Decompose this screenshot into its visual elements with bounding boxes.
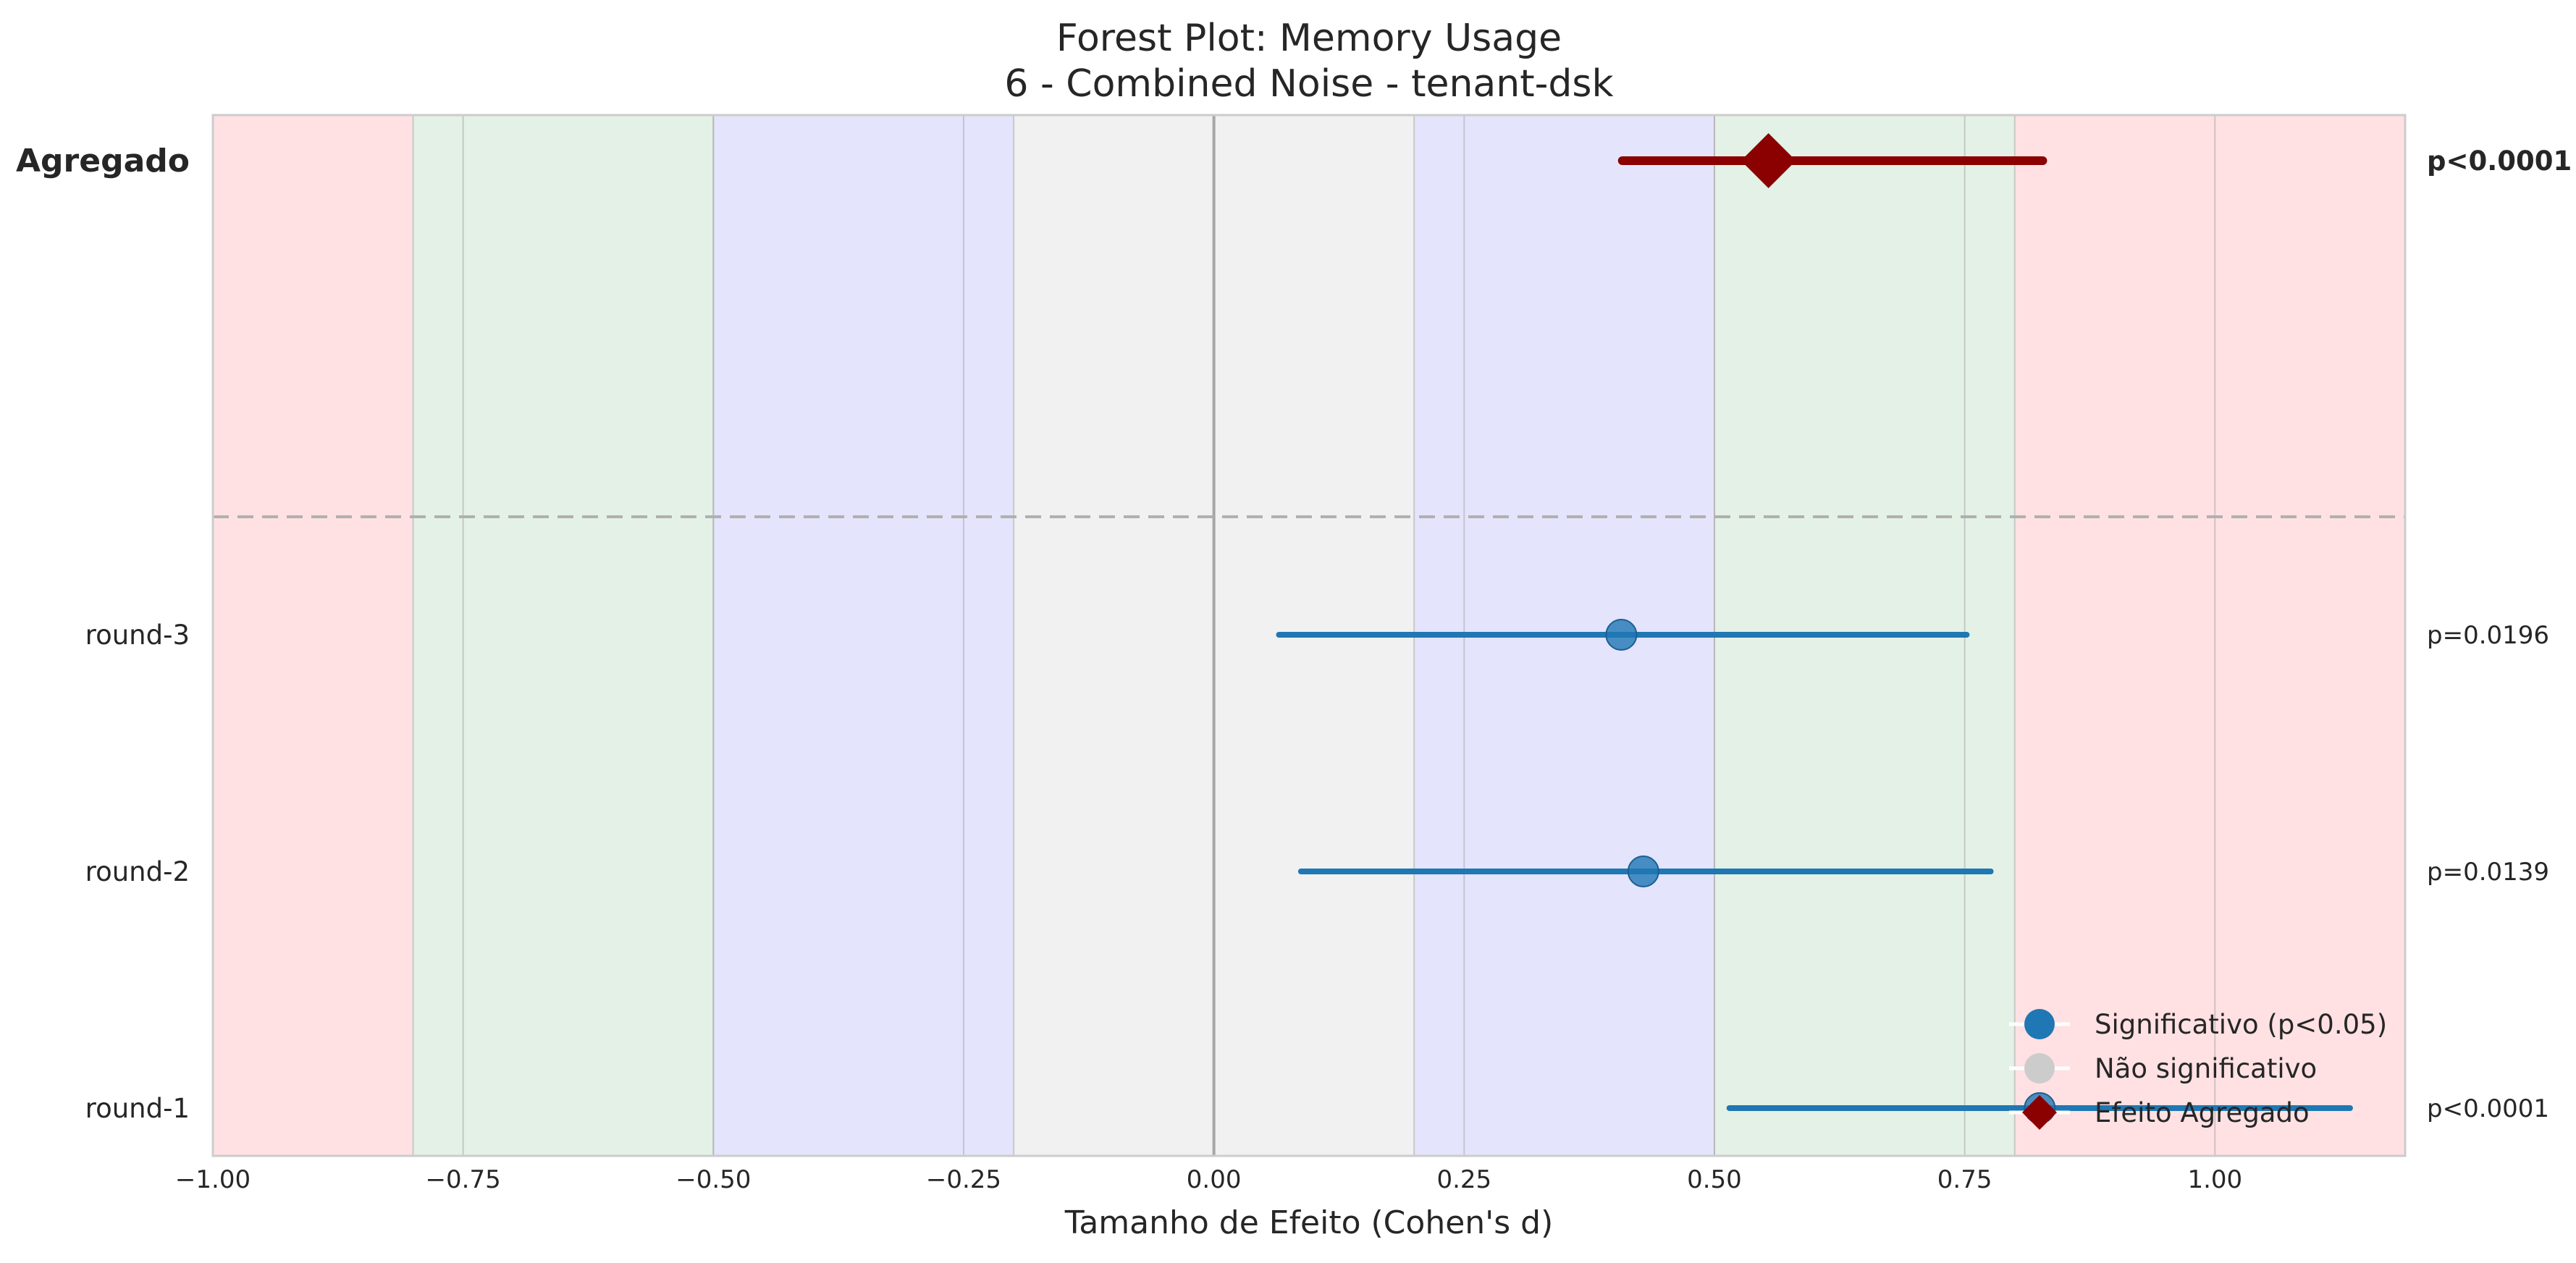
round-p-value: p=0.0196 [2427, 621, 2549, 650]
x-tick-label: 1.00 [2187, 1165, 2242, 1194]
legend-entry-label: Não significativo [2095, 1053, 2317, 1084]
legend: Significativo (p<0.05) Não significativo E… [2009, 1009, 2387, 1130]
aggregate-p-value: p<0.0001 [2427, 145, 2572, 177]
x-tick-label: −0.75 [426, 1165, 501, 1194]
x-axis-ticks: −1.00 −0.75 −0.50 −0.25 0.00 0.25 0.50 0.75 1.00 [175, 1165, 2242, 1194]
zone-band [213, 115, 413, 1156]
x-tick-label: −0.50 [675, 1165, 751, 1194]
x-tick-label: −0.25 [926, 1165, 1001, 1194]
round-p-value: p=0.0139 [2427, 858, 2549, 887]
legend-marker-circle [2024, 1053, 2055, 1084]
round-label: round-2 [85, 856, 190, 887]
legend-entry-label: Efeito Agregado [2095, 1097, 2310, 1128]
legend-entry-label: Significativo (p<0.05) [2095, 1009, 2387, 1040]
zone-band [413, 115, 714, 1156]
aggregate-diamond [1741, 133, 1796, 188]
chart-subtitle: 6 - Combined Noise - tenant-dsk [1004, 62, 1613, 106]
x-tick-label: 0.50 [1687, 1165, 1742, 1194]
x-axis-label: Tamanho de Efeito (Cohen's d) [1064, 1204, 1554, 1241]
x-tick-label: 0.25 [1436, 1165, 1491, 1194]
round-label: round-3 [85, 620, 190, 651]
plot-marks: Agregado p<0.0001 round-3 p=0.0196 round-2 p=… [16, 133, 2572, 1124]
round-label: round-1 [85, 1093, 190, 1124]
zone-band [713, 115, 1014, 1156]
x-tick-label: 0.75 [1937, 1165, 1992, 1194]
round-p-value: p<0.0001 [2427, 1094, 2549, 1123]
plot-frame [211, 114, 2407, 1157]
aggregate-label: Agregado [16, 143, 190, 179]
x-tick-label: −1.00 [175, 1165, 251, 1194]
x-tick-label: 0.00 [1187, 1165, 1242, 1194]
round-point [1627, 856, 1659, 887]
zone-band [2014, 115, 2405, 1156]
legend-marker-diamond [2022, 1095, 2057, 1130]
legend-marker-circle [2024, 1009, 2055, 1039]
chart-title: Forest Plot: Memory Usage [1056, 17, 1562, 60]
round-point [1605, 619, 1638, 651]
